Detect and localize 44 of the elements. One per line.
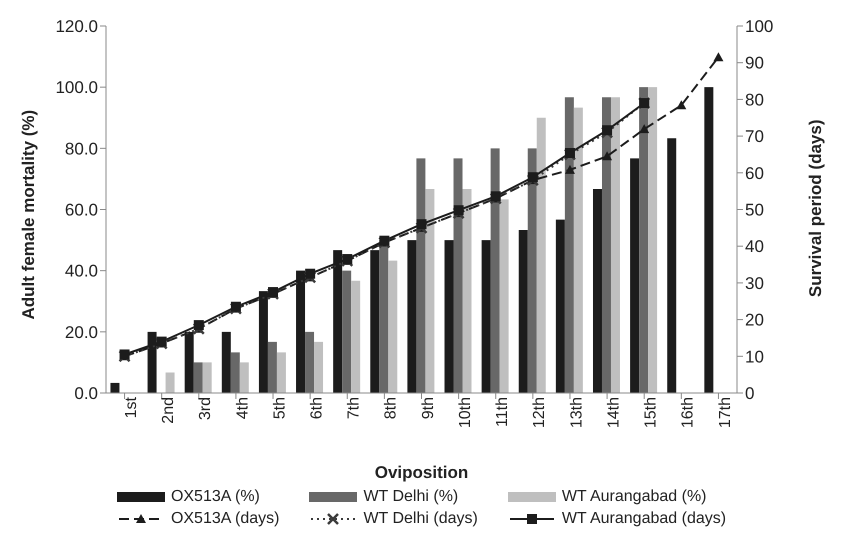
x-tick-label: 16th bbox=[680, 397, 697, 428]
y2-tick-label: 90 bbox=[745, 54, 764, 73]
y-tick-label: 80.0 bbox=[64, 139, 98, 158]
x-tick-label: 13th bbox=[568, 397, 586, 428]
x-tick-label: 11th bbox=[494, 397, 512, 427]
x-tick-label: 2nd bbox=[160, 397, 178, 424]
y-axis-title: Adult female mortality (%) bbox=[19, 110, 38, 320]
legend-label: WT Aurangabad (days) bbox=[562, 510, 726, 528]
y2-tick-label: 50 bbox=[745, 200, 764, 220]
y2-tick-label: 20 bbox=[745, 310, 764, 330]
y2-tick-label: 60 bbox=[745, 164, 764, 183]
y-tick-label: 20.0 bbox=[64, 322, 98, 342]
legend-label: WT Delhi (days) bbox=[363, 510, 478, 528]
x-tick-label: 10th bbox=[456, 397, 474, 428]
x-tick-label: 7th bbox=[346, 397, 363, 420]
y-tick-label: 120.0 bbox=[55, 17, 98, 36]
x-tick-label: 15th bbox=[642, 397, 660, 428]
x-tick-label: 9th bbox=[420, 397, 437, 420]
x-axis-title: Oviposition bbox=[374, 463, 468, 482]
y-tick-label: 40.0 bbox=[64, 262, 98, 281]
y-tick-label: 60.0 bbox=[64, 200, 98, 220]
y2-axis-title: Survival period (days) bbox=[806, 120, 826, 298]
x-tick-label: 6th bbox=[308, 397, 326, 420]
x-tick-label: 14th bbox=[605, 397, 622, 428]
y2-tick-label: 30 bbox=[745, 274, 764, 293]
y2-tick-label: 0 bbox=[745, 384, 754, 404]
x-tick-label: 1st bbox=[122, 396, 140, 418]
x-tick-label: 5th bbox=[271, 397, 288, 420]
x-tick-label: 8th bbox=[382, 397, 400, 420]
legend-label: WT Delhi (%) bbox=[363, 488, 458, 506]
y2-tick-label: 40 bbox=[745, 237, 764, 256]
y2-tick-label: 10 bbox=[745, 347, 764, 366]
legend-label: OX513A (days) bbox=[170, 510, 280, 528]
x-tick-label: 17th bbox=[716, 397, 734, 428]
legend-label: WT Aurangabad (%) bbox=[562, 488, 706, 506]
y2-tick-label: 70 bbox=[745, 127, 764, 146]
legend-label: OX513A (%) bbox=[170, 488, 260, 506]
x-tick-label: 4th bbox=[234, 397, 252, 420]
y2-tick-label: 80 bbox=[745, 90, 764, 110]
y-tick-label: 100.0 bbox=[55, 78, 98, 98]
y-tick-label: 0.0 bbox=[74, 384, 98, 404]
x-tick-label: 3rd bbox=[197, 397, 214, 420]
y2-tick-label: 100 bbox=[745, 17, 774, 36]
x-tick-label: 12th bbox=[531, 397, 548, 428]
